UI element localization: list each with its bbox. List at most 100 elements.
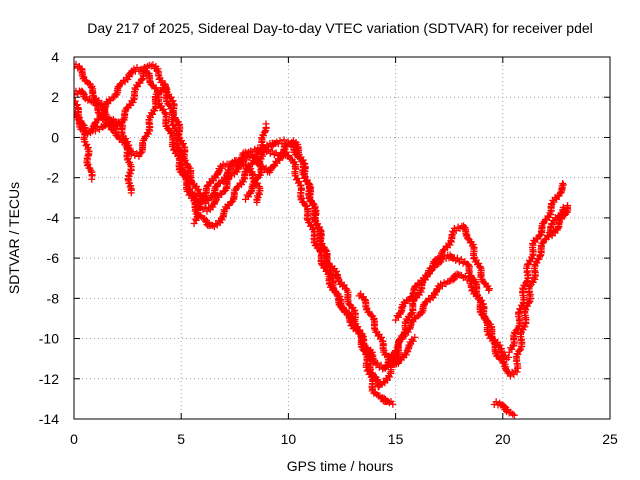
x-tick-label: 5 <box>177 431 185 447</box>
data-point <box>75 113 83 121</box>
axis-ticks: 0 5 10 15 20 25 -14 -12 -10 -8 -6 -4 -2 0 2 4 <box>39 49 618 447</box>
data-point <box>127 189 135 197</box>
data-point <box>471 279 479 287</box>
data-point <box>446 241 454 249</box>
data-point <box>91 127 99 135</box>
data-point <box>521 282 529 290</box>
data-point <box>386 373 394 381</box>
data-point <box>268 147 276 155</box>
data-point <box>216 189 224 197</box>
series-track-10 <box>490 398 518 419</box>
chart-title: Day 217 of 2025, Sidereal Day-to-day VTE… <box>87 20 593 36</box>
y-tick-label: -4 <box>47 210 60 226</box>
series-track-4 <box>74 97 96 183</box>
data-point <box>149 61 157 69</box>
data-point <box>453 254 461 262</box>
data-point <box>496 341 504 349</box>
data-point <box>84 160 92 168</box>
y-tick-label: -2 <box>47 170 60 186</box>
data-point <box>511 329 519 337</box>
data-point <box>478 296 486 304</box>
data-point <box>324 259 332 267</box>
data-point <box>523 278 531 286</box>
data-point <box>438 282 446 290</box>
data-point <box>88 175 96 183</box>
data-point <box>148 81 156 89</box>
series-track-5 <box>91 115 135 197</box>
data-point <box>400 332 408 340</box>
data-point <box>106 115 114 123</box>
series-track-3 <box>74 63 397 408</box>
data-point <box>232 157 240 165</box>
data-point <box>249 182 257 190</box>
data-point <box>298 194 306 202</box>
data-point <box>165 101 173 109</box>
data-point <box>129 99 137 107</box>
data-point <box>402 351 410 359</box>
y-tick-label: 4 <box>51 49 59 65</box>
data-point <box>373 390 381 398</box>
series-track-12 <box>548 202 572 240</box>
data-point <box>363 304 371 312</box>
data-point <box>84 96 92 104</box>
data-point <box>559 179 567 187</box>
data-point <box>464 235 472 243</box>
data-point <box>83 140 91 148</box>
data-point <box>411 333 419 341</box>
data-point <box>253 198 261 206</box>
data-point <box>389 400 397 408</box>
data-point <box>316 236 324 244</box>
data-point <box>340 281 348 289</box>
x-axis-label: GPS time / hours <box>287 458 394 474</box>
data-point <box>318 239 326 247</box>
data-point <box>505 353 513 361</box>
data-point <box>303 176 311 184</box>
plot-frame <box>73 56 611 420</box>
data-point <box>195 201 203 209</box>
y-tick-label: -10 <box>39 331 59 347</box>
data-point <box>99 111 107 119</box>
data-point <box>378 333 386 341</box>
data-marks <box>74 60 572 419</box>
y-tick-label: 2 <box>51 89 59 105</box>
data-point <box>514 350 522 358</box>
data-point <box>475 259 483 267</box>
data-point <box>457 255 465 263</box>
data-point <box>295 177 303 185</box>
data-point <box>198 197 206 205</box>
y-tick-label: -14 <box>39 411 59 427</box>
series-track-9 <box>392 222 493 324</box>
series-track-2 <box>74 61 513 391</box>
data-point <box>74 91 78 99</box>
data-point <box>176 164 184 172</box>
x-tick-label: 20 <box>495 431 511 447</box>
series-track-11 <box>505 179 567 356</box>
data-point <box>356 326 364 334</box>
data-point <box>516 346 524 354</box>
data-point <box>485 285 493 293</box>
data-point <box>129 148 137 156</box>
y-tick-label: 0 <box>51 129 59 145</box>
data-point <box>533 259 541 267</box>
data-point <box>133 63 141 71</box>
data-point <box>112 90 120 98</box>
data-point <box>350 308 358 316</box>
data-point <box>558 215 566 223</box>
data-point <box>409 337 417 345</box>
data-point <box>134 83 142 91</box>
data-point <box>563 203 571 211</box>
data-point <box>179 140 187 148</box>
data-point <box>251 178 259 186</box>
data-point <box>192 216 200 224</box>
series-track-6 <box>190 157 264 228</box>
data-point <box>280 136 288 144</box>
data-point <box>342 285 350 293</box>
data-point <box>105 96 113 104</box>
data-point <box>500 402 508 410</box>
data-point <box>253 175 261 183</box>
data-point <box>160 105 168 113</box>
data-point <box>262 120 270 128</box>
data-point <box>480 279 488 287</box>
y-axis-label: SDTVAR / TECUs <box>6 182 22 294</box>
